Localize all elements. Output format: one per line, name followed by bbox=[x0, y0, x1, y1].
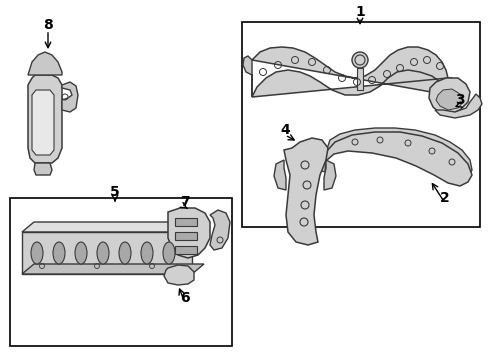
Polygon shape bbox=[168, 208, 209, 258]
Polygon shape bbox=[273, 160, 285, 190]
Bar bbox=[242, 22, 479, 227]
Polygon shape bbox=[447, 78, 453, 95]
Ellipse shape bbox=[141, 242, 153, 264]
Bar bbox=[175, 246, 197, 254]
Polygon shape bbox=[163, 265, 194, 285]
Polygon shape bbox=[324, 160, 335, 190]
Text: 8: 8 bbox=[43, 18, 53, 32]
Text: 6: 6 bbox=[180, 291, 189, 305]
Text: 5: 5 bbox=[110, 185, 120, 199]
Polygon shape bbox=[321, 128, 471, 182]
Text: 1: 1 bbox=[354, 5, 364, 19]
Text: 3: 3 bbox=[454, 93, 464, 107]
Polygon shape bbox=[251, 47, 447, 97]
Circle shape bbox=[351, 52, 367, 68]
Polygon shape bbox=[434, 94, 481, 118]
Polygon shape bbox=[32, 90, 54, 155]
Ellipse shape bbox=[163, 242, 175, 264]
Polygon shape bbox=[243, 56, 251, 97]
Polygon shape bbox=[428, 78, 469, 114]
Bar bbox=[356, 68, 362, 90]
Polygon shape bbox=[323, 132, 471, 186]
Polygon shape bbox=[209, 210, 229, 250]
Ellipse shape bbox=[97, 242, 109, 264]
Polygon shape bbox=[435, 89, 462, 110]
Bar bbox=[175, 232, 197, 240]
Ellipse shape bbox=[119, 242, 131, 264]
Bar bbox=[175, 218, 197, 226]
Text: 4: 4 bbox=[280, 123, 289, 137]
Polygon shape bbox=[28, 75, 62, 163]
Polygon shape bbox=[22, 264, 203, 274]
Polygon shape bbox=[28, 52, 62, 75]
Polygon shape bbox=[34, 163, 52, 175]
Polygon shape bbox=[22, 232, 192, 274]
Text: 2: 2 bbox=[439, 191, 449, 205]
Ellipse shape bbox=[31, 242, 43, 264]
Polygon shape bbox=[314, 155, 325, 172]
Polygon shape bbox=[284, 138, 327, 245]
Ellipse shape bbox=[75, 242, 87, 264]
Polygon shape bbox=[62, 82, 78, 112]
Text: 7: 7 bbox=[180, 195, 189, 209]
Bar bbox=[10, 198, 231, 346]
Ellipse shape bbox=[53, 242, 65, 264]
Polygon shape bbox=[22, 222, 203, 232]
